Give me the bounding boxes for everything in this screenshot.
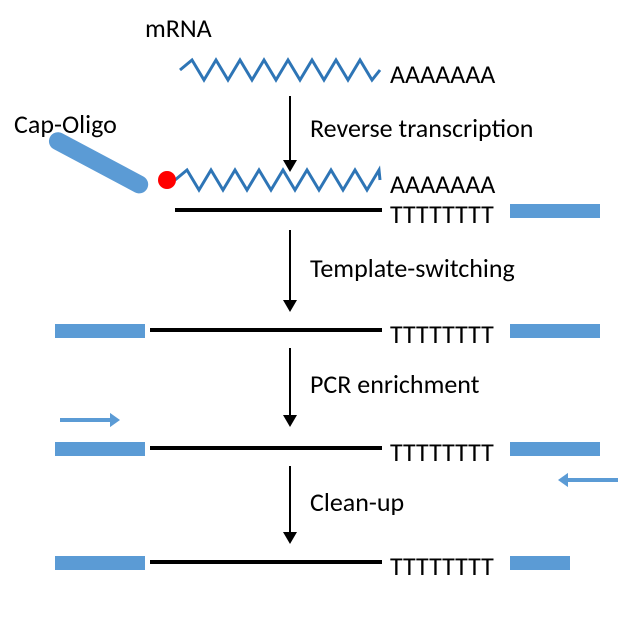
- polyt-row2: TTTTTTTT: [390, 198, 494, 230]
- polya-row2: AAAAAAA: [390, 168, 495, 200]
- step4-label: Clean-up: [310, 486, 404, 518]
- polya-row1: AAAAAAA: [390, 58, 495, 90]
- step1-label: Reverse transcription: [310, 112, 533, 144]
- cap-oligo-label: Cap-Oligo: [14, 108, 117, 140]
- mrna-strand-2: [175, 170, 380, 190]
- step2-label: Template-switching: [310, 252, 515, 284]
- mrna-label: mRNA: [145, 12, 212, 44]
- polyt-row4: TTTTTTTT: [390, 436, 494, 468]
- diagram-canvas: [0, 0, 640, 622]
- polyt-row3: TTTTTTTT: [390, 318, 494, 350]
- polyt-row5: TTTTTTTT: [390, 550, 494, 582]
- mrna-strand: [180, 60, 380, 80]
- step3-label: PCR enrichment: [310, 368, 479, 400]
- cap-dot: [158, 171, 176, 189]
